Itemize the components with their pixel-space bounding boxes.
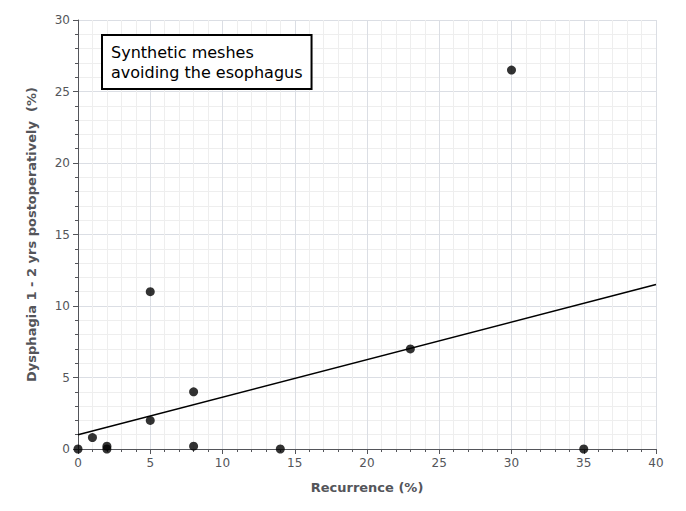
- svg-text:5: 5: [62, 371, 70, 385]
- svg-text:avoiding the esophagus: avoiding the esophagus: [111, 63, 303, 82]
- svg-text:30: 30: [55, 13, 70, 27]
- svg-text:15: 15: [55, 228, 70, 242]
- svg-text:0: 0: [74, 456, 82, 470]
- svg-text:Synthetic meshes: Synthetic meshes: [111, 43, 254, 62]
- svg-text:0: 0: [62, 442, 70, 456]
- svg-text:20: 20: [359, 456, 374, 470]
- svg-text:25: 25: [55, 85, 70, 99]
- svg-text:10: 10: [55, 299, 70, 313]
- svg-text:35: 35: [576, 456, 591, 470]
- svg-text:40: 40: [648, 456, 663, 470]
- svg-text:5: 5: [146, 456, 154, 470]
- svg-text:Dysphagia 1 - 2 yrs postoperat: Dysphagia 1 - 2 yrs postoperatively (%): [24, 87, 39, 382]
- svg-text:25: 25: [432, 456, 447, 470]
- svg-text:20: 20: [55, 156, 70, 170]
- svg-text:30: 30: [504, 456, 519, 470]
- svg-text:10: 10: [215, 456, 230, 470]
- svg-text:15: 15: [287, 456, 302, 470]
- svg-text:Recurrence (%): Recurrence (%): [311, 480, 424, 495]
